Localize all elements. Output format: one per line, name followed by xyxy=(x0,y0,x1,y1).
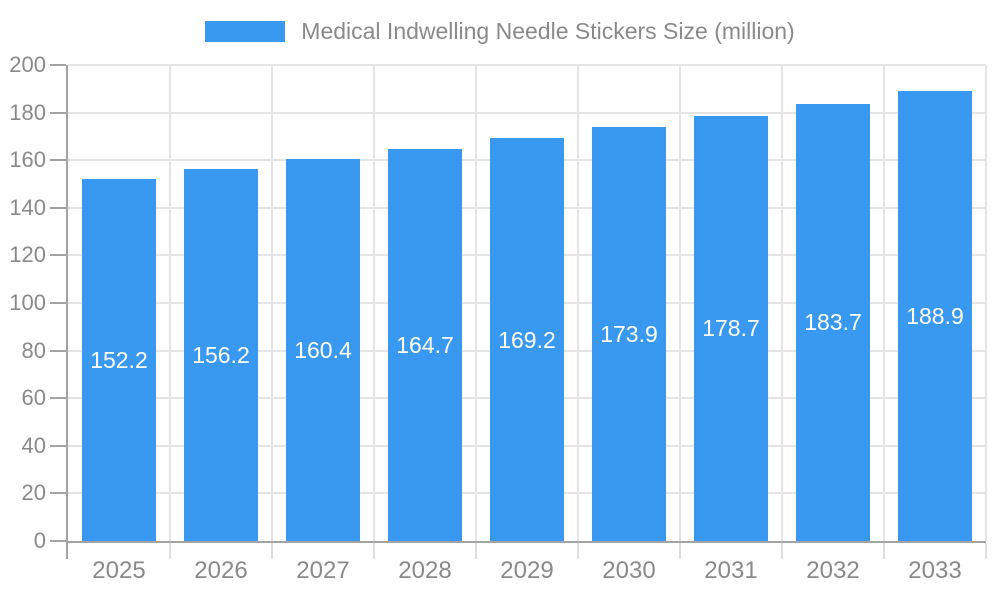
bar-value-label: 178.7 xyxy=(702,315,760,342)
gridline-horizontal xyxy=(68,111,986,114)
y-axis-tick xyxy=(50,159,66,162)
gridline-vertical xyxy=(169,65,171,541)
gridline-vertical xyxy=(577,65,579,541)
y-axis-tick-label: 200 xyxy=(9,52,46,77)
x-axis-tick xyxy=(679,543,681,559)
x-axis-label: 2028 xyxy=(398,557,452,584)
bar-value-label: 152.2 xyxy=(90,346,148,373)
legend-label: Medical Indwelling Needle Stickers Size … xyxy=(301,18,795,44)
bar-2033[interactable] xyxy=(898,91,972,541)
y-axis-tick xyxy=(50,349,66,352)
bar-value-label: 164.7 xyxy=(396,332,454,358)
bar-2029[interactable] xyxy=(490,138,564,541)
y-axis-tick xyxy=(50,302,66,304)
bar-2030[interactable] xyxy=(592,127,666,541)
x-axis-label: 2032 xyxy=(806,557,860,584)
bar-value-label: 156.2 xyxy=(192,342,250,369)
y-axis-tick-label: 180 xyxy=(9,99,46,125)
gridline-horizontal xyxy=(68,64,986,66)
x-axis-line xyxy=(66,541,986,543)
y-axis-tick xyxy=(50,540,66,542)
chart-legend[interactable]: Medical Indwelling Needle Stickers Size … xyxy=(0,17,1000,45)
x-axis-tick xyxy=(781,543,783,559)
y-axis-tick xyxy=(50,397,66,400)
y-axis-tick xyxy=(50,444,66,447)
x-axis-label: 2033 xyxy=(908,557,962,584)
gridline-vertical xyxy=(373,65,375,541)
bar-value-label: 183.7 xyxy=(804,309,862,336)
y-axis-tick-label: 80 xyxy=(21,337,46,363)
bar-value-label: 188.9 xyxy=(906,303,964,330)
x-axis-label: 2027 xyxy=(296,557,350,584)
y-axis-tick-label: 100 xyxy=(9,290,46,315)
x-axis-tick xyxy=(577,543,579,559)
bar-value-label: 169.2 xyxy=(498,326,556,353)
y-axis-tick xyxy=(50,254,66,257)
gridline-vertical xyxy=(883,65,885,541)
y-axis-tick-label: 60 xyxy=(21,385,46,411)
y-axis-tick xyxy=(50,111,66,114)
y-axis-tick xyxy=(50,492,66,495)
x-axis-tick xyxy=(985,543,987,559)
gridline-vertical xyxy=(475,65,477,541)
y-axis-tick-label: 0 xyxy=(33,528,46,553)
y-axis-tick-label: 40 xyxy=(21,432,46,458)
x-axis-label: 2026 xyxy=(194,557,248,584)
bar-2025[interactable] xyxy=(82,178,156,541)
gridline-vertical xyxy=(781,65,783,541)
x-axis-tick xyxy=(373,543,375,559)
y-axis-tick xyxy=(50,64,66,66)
gridline-vertical xyxy=(271,65,273,541)
x-axis-label: 2031 xyxy=(704,557,758,584)
x-axis-tick xyxy=(271,543,273,559)
bar-value-label: 160.4 xyxy=(294,337,352,364)
bar-2028[interactable] xyxy=(388,149,462,541)
x-axis-label: 2029 xyxy=(500,557,554,584)
bar-2026[interactable] xyxy=(184,169,258,541)
x-axis-label: 2025 xyxy=(92,557,146,584)
x-axis-label: 2030 xyxy=(602,557,656,584)
gridline-vertical xyxy=(985,65,987,541)
bar-2031[interactable] xyxy=(694,115,768,541)
bar-2032[interactable] xyxy=(796,103,870,541)
y-axis-line xyxy=(66,65,68,559)
bar-value-label: 173.9 xyxy=(600,321,658,348)
legend-swatch xyxy=(205,20,286,42)
y-axis-tick-label: 120 xyxy=(9,242,46,268)
y-axis-tick xyxy=(50,206,66,209)
y-axis-tick-label: 160 xyxy=(9,147,46,173)
y-axis-tick-label: 20 xyxy=(21,480,46,506)
bar-2027[interactable] xyxy=(286,159,360,541)
x-axis-tick xyxy=(475,543,477,559)
x-axis-tick xyxy=(169,543,171,559)
x-axis-tick xyxy=(883,543,885,559)
y-axis-tick-label: 140 xyxy=(9,194,46,220)
gridline-vertical xyxy=(679,65,681,541)
